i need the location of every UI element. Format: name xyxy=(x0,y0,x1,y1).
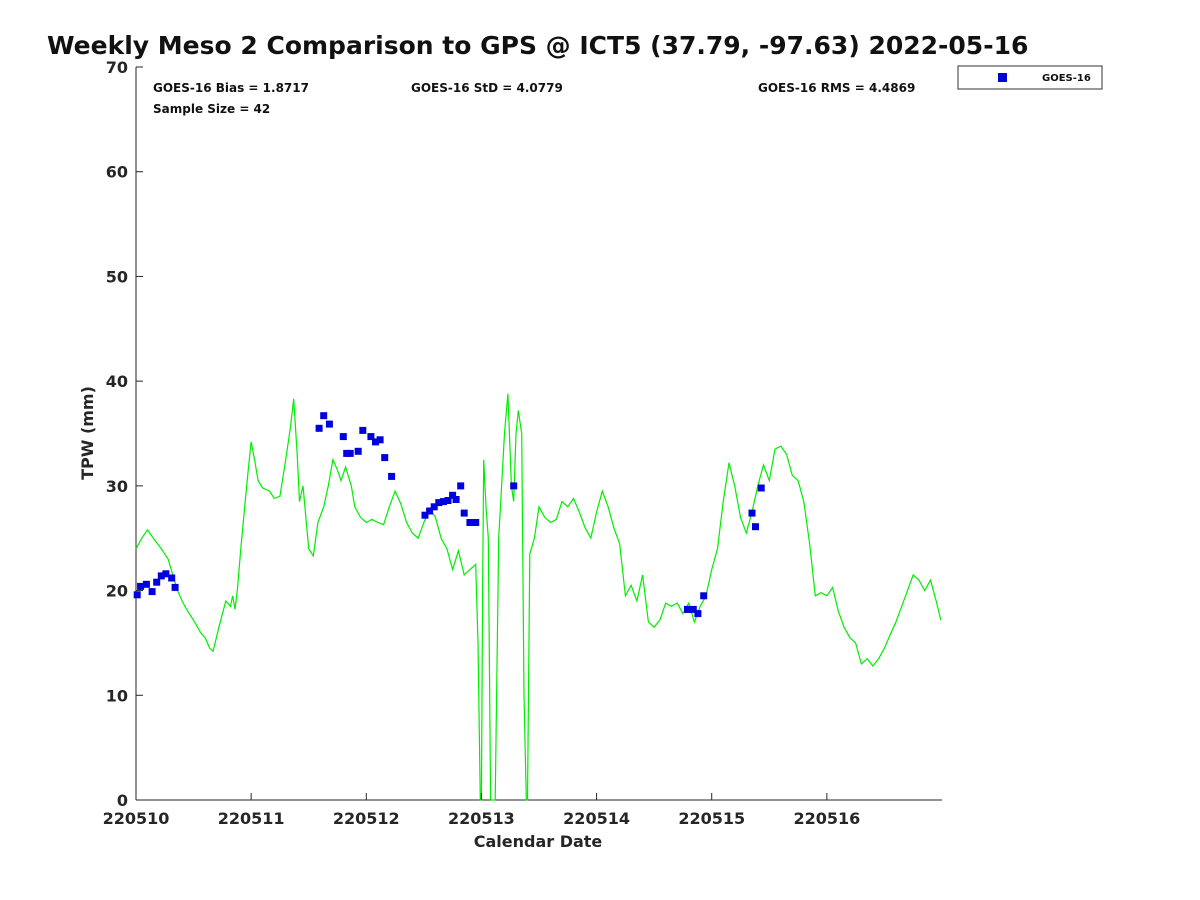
y-tick-label: 50 xyxy=(106,267,128,286)
goes16-point xyxy=(354,447,362,455)
goes16-point xyxy=(157,572,165,580)
x-tick-label: 220515 xyxy=(678,809,745,828)
goes16-point xyxy=(444,497,452,504)
goes16-point xyxy=(388,472,396,480)
goes16-point xyxy=(171,583,179,591)
y-ticks: 0 10 20 30 40 50 60 70 xyxy=(106,58,143,810)
y-tick-label: 10 xyxy=(106,686,128,705)
stat-sample-size: Sample Size = 42 xyxy=(153,102,270,116)
plot-background xyxy=(136,67,942,800)
x-tick-label: 220514 xyxy=(563,809,630,828)
goes16-point xyxy=(439,498,447,506)
goes16-point xyxy=(449,491,457,499)
goes16-point xyxy=(148,588,156,596)
x-tick-label: 220510 xyxy=(103,809,170,828)
legend-marker-goes16 xyxy=(998,73,1007,82)
stat-std: GOES-16 StD = 4.0779 xyxy=(411,81,563,95)
goes16-point xyxy=(168,574,176,582)
marker-layer xyxy=(133,412,765,618)
x-tick-label: 220513 xyxy=(448,809,515,828)
goes16-point xyxy=(325,420,333,428)
y-tick-label: 30 xyxy=(106,477,128,496)
reference-line-layer xyxy=(135,393,942,801)
x-tick-label: 220511 xyxy=(218,809,285,828)
stat-rms: GOES-16 RMS = 4.4869 xyxy=(758,81,915,95)
legend-label-goes16: GOES-16 xyxy=(1042,73,1091,84)
goes16-point xyxy=(359,426,367,434)
goes16-point xyxy=(694,610,702,618)
goes16-point xyxy=(133,591,141,599)
plot-area: 0 10 20 30 40 50 60 70 220510 220511 220512 220513… xyxy=(103,58,942,828)
goes16-point xyxy=(752,523,759,531)
x-ticks: 220510 220511 220512 220513 220514 220515 2205… xyxy=(103,793,860,828)
legend: GOES-16 xyxy=(957,65,1103,90)
goes16-point xyxy=(684,605,691,613)
goes16-point xyxy=(466,519,474,526)
x-axis-label: Calendar Date xyxy=(474,832,603,851)
goes16-point xyxy=(315,424,323,432)
y-axis-label: TPW (mm) xyxy=(78,386,97,480)
y-tick-label: 20 xyxy=(106,582,128,601)
goes16-point xyxy=(153,578,161,586)
goes16-point xyxy=(367,433,375,441)
y-tick-label: 70 xyxy=(106,58,128,77)
goes16-point xyxy=(460,509,468,517)
goes16-point xyxy=(162,570,170,578)
goes16-point xyxy=(748,509,756,517)
goes16-point xyxy=(430,503,438,511)
chart-title: Weekly Meso 2 Comparison to GPS @ ICT5 (… xyxy=(47,31,1028,60)
goes16-point xyxy=(510,482,518,490)
x-tick-label: 220512 xyxy=(333,809,400,828)
goes16-point xyxy=(452,496,460,503)
legend-box xyxy=(957,65,1103,90)
y-tick-label: 40 xyxy=(106,372,128,391)
stat-bias: GOES-16 Bias = 1.8717 xyxy=(153,81,309,95)
goes16-point xyxy=(457,482,465,490)
goes16-point xyxy=(689,605,697,613)
goes16-point xyxy=(320,412,328,420)
goes16-point xyxy=(426,507,434,515)
goes16-point xyxy=(435,499,443,507)
reference-series-line xyxy=(135,393,942,801)
goes16-point xyxy=(372,438,379,446)
x-tick-label: 220516 xyxy=(793,809,860,828)
goes16-point xyxy=(421,511,429,519)
y-tick-label: 0 xyxy=(117,791,128,810)
goes16-point xyxy=(472,519,480,526)
goes16-point xyxy=(757,484,765,492)
goes16-point xyxy=(700,592,708,600)
goes16-point xyxy=(142,580,150,588)
goes16-point xyxy=(339,433,347,441)
goes16-point xyxy=(381,454,389,462)
goes16-point xyxy=(137,582,145,590)
goes16-point xyxy=(376,436,384,444)
y-tick-label: 60 xyxy=(106,163,128,182)
goes16-point xyxy=(346,449,354,457)
